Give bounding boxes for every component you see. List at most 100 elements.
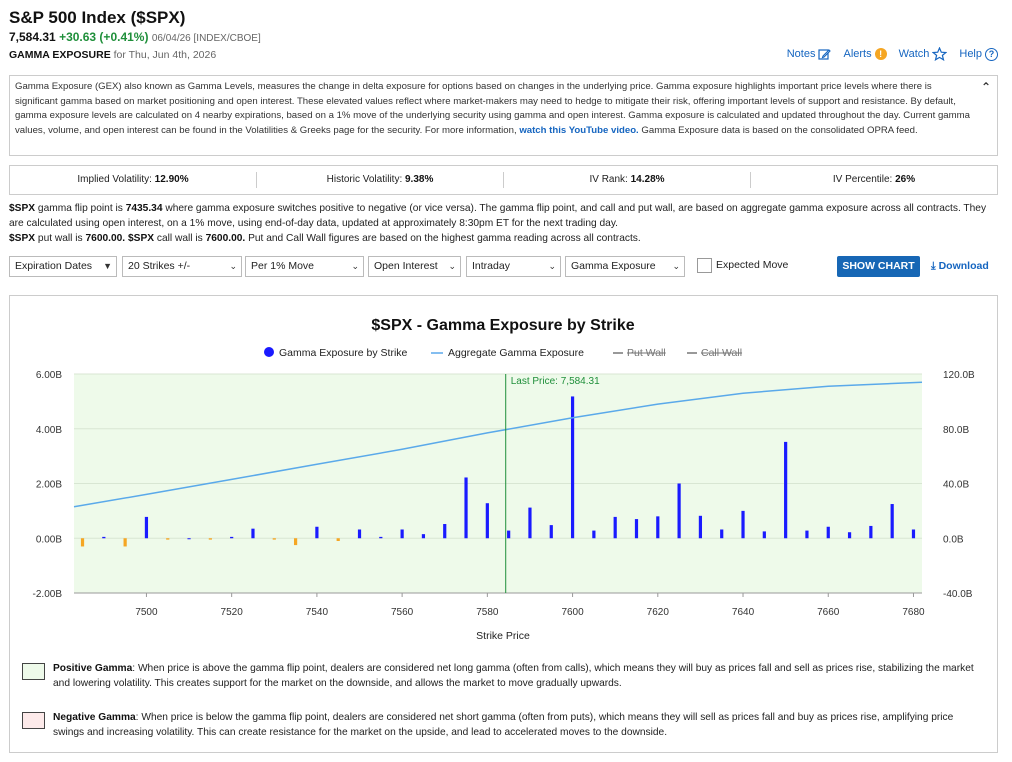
historic-volatility: Historic Volatility: 9.38% (257, 172, 504, 188)
chevron-down-icon: ⌄ (351, 261, 359, 271)
x-tick-label: 7600 (561, 607, 584, 618)
show-chart-button[interactable]: SHOW CHART (837, 256, 920, 277)
gamma-bar (336, 538, 340, 541)
expiration-dates-dropdown[interactable]: Expiration Dates ▼ (9, 256, 117, 277)
gamma-bar (400, 529, 404, 539)
gamma-bar (762, 531, 766, 539)
download-label: Download (938, 260, 989, 272)
price-change: +30.63 (+0.41%) (59, 30, 149, 44)
gamma-bar (570, 396, 575, 539)
chevron-down-icon: ⌄ (672, 261, 680, 271)
select-value: Intraday (472, 260, 510, 272)
notes-link[interactable]: Notes (787, 47, 832, 61)
implied-volatility: Implied Volatility: 12.90% (10, 172, 257, 188)
gamma-bar (251, 528, 255, 539)
x-tick-label: 7620 (647, 607, 670, 618)
gamma-bar (357, 529, 362, 539)
timeframe-select[interactable]: Intraday ⌄ (466, 256, 561, 277)
legend-item: Call Wall (701, 347, 742, 359)
iv-rank: IV Rank: 14.28% (504, 172, 751, 188)
move-select[interactable]: Per 1% Move ⌄ (245, 256, 364, 277)
call-wall-value: 7600.00. (205, 233, 246, 244)
gamma-bar (592, 530, 596, 539)
chevron-down-icon: ⌄ (548, 261, 556, 271)
top-links: Notes Alerts ! Watch Help ? (787, 47, 998, 61)
gamma-bar (507, 530, 511, 539)
y2-tick-label: 80.0B (943, 425, 969, 436)
legend-item: Aggregate Gamma Exposure (448, 347, 584, 359)
chart-title: $SPX - Gamma Exposure by Strike (371, 317, 634, 334)
download-button[interactable]: ⤓ Download (931, 260, 989, 273)
price-row: 7,584.31 +30.63 (+0.41%) 06/04/26 [INDEX… (9, 30, 261, 44)
youtube-link[interactable]: watch this YouTube video. (519, 124, 639, 136)
positive-gamma-desc: : When price is above the gamma flip poi… (53, 663, 974, 689)
gamma-bar (144, 516, 149, 539)
gamma-chart: $SPX - Gamma Exposure by Strike Gamma Exp… (33, 317, 975, 642)
caret-down-icon: ▼ (103, 261, 112, 271)
gamma-bar (485, 503, 489, 539)
gamma-bar (784, 441, 788, 539)
flip-paragraph: $SPX gamma flip point is 7435.34 where g… (9, 201, 999, 231)
y2-tick-label: -40.0B (943, 589, 973, 600)
x-axis-label: Strike Price (476, 630, 530, 642)
gamma-bar (102, 536, 106, 539)
notes-label: Notes (786, 48, 816, 60)
select-value: Gamma Exposure (571, 260, 656, 272)
iv-percentile: IV Percentile: 26% (751, 172, 997, 188)
x-tick-label: 7660 (817, 607, 840, 618)
gamma-bar (443, 524, 447, 539)
gamma-bar (80, 538, 85, 547)
collapse-chevron-icon[interactable]: ⌃ (980, 80, 991, 94)
stat-label: Historic Volatility: (326, 174, 403, 185)
metric-select[interactable]: Gamma Exposure ⌄ (565, 256, 685, 277)
negative-gamma-swatch (22, 712, 45, 729)
download-icon: ⤓ (931, 260, 936, 272)
y-tick-label: 0.00B (36, 534, 62, 545)
gex-label: GAMMA EXPOSURE (9, 49, 111, 61)
alerts-link[interactable]: Alerts ! (843, 47, 887, 61)
chart-controls: Expiration Dates ▼ 20 Strikes +/- ⌄ Per 1%… (9, 256, 999, 278)
help-link[interactable]: Help ? (959, 47, 998, 61)
strikes-select[interactable]: 20 Strikes +/- ⌄ (122, 256, 242, 277)
help-icon: ? (985, 47, 998, 61)
alert-icon: ! (874, 48, 887, 60)
symbol: $SPX (9, 233, 36, 244)
legend-item: Gamma Exposure by Strike (279, 347, 408, 359)
gamma-bar (805, 530, 809, 539)
last-price-label: Last Price: 7,584.31 (511, 376, 600, 387)
price-meta: 06/04/26 [INDEX/CBOE] (151, 33, 261, 44)
wall-text: call wall is (156, 233, 203, 244)
gamma-bar (208, 538, 212, 540)
basis-select[interactable]: Open Interest ⌄ (368, 256, 461, 277)
alerts-label: Alerts (843, 48, 872, 60)
last-price: 7,584.31 (9, 30, 56, 44)
expected-move-label: Expected Move (716, 259, 789, 271)
positive-gamma-text: Positive Gamma: When price is above the … (53, 661, 983, 691)
put-wall-value: 7600.00. (85, 233, 126, 244)
stat-value: 26% (895, 174, 916, 185)
gamma-bar (464, 477, 468, 539)
x-tick-label: 7680 (902, 607, 925, 618)
negative-gamma-title: Negative Gamma (53, 712, 136, 723)
stat-value: 9.38% (405, 174, 434, 185)
expected-move-checkbox[interactable] (697, 258, 712, 273)
gamma-bar (634, 519, 639, 539)
gamma-bar (549, 525, 553, 539)
gamma-bar (166, 538, 170, 540)
gamma-bar (677, 483, 681, 539)
stat-label: IV Percentile: (832, 174, 893, 185)
stat-label: Implied Volatility: (77, 174, 152, 185)
help-label: Help (959, 48, 982, 60)
gamma-bar (230, 536, 234, 539)
description-text: Gamma Exposure (GEX) also known as Gamma… (15, 81, 970, 136)
flip-value: 7435.34 (125, 203, 163, 214)
gex-date: for Thu, Jun 4th, 2026 (113, 49, 217, 61)
chevron-down-icon: ⌄ (448, 261, 456, 271)
gamma-bar (379, 536, 383, 539)
y-tick-label: 2.00B (36, 480, 62, 491)
page-title: S&P 500 Index ($SPX) (9, 8, 186, 27)
watch-link[interactable]: Watch (899, 47, 948, 61)
symbol: $SPX (127, 233, 155, 244)
gamma-bar (613, 516, 617, 539)
gamma-bar (272, 538, 276, 540)
